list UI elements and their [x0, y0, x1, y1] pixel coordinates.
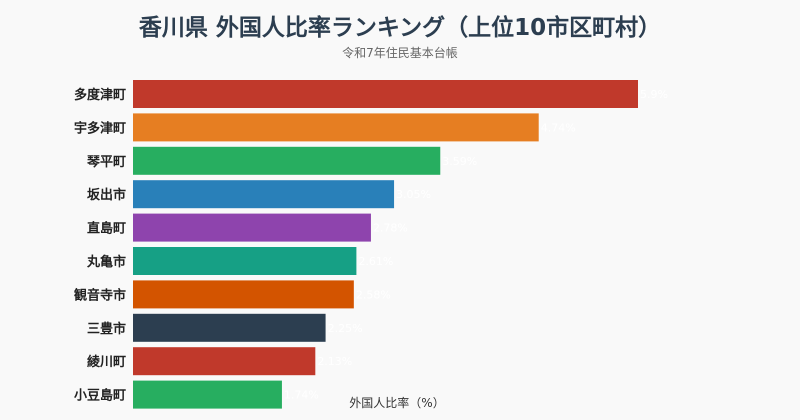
- bar-5: [133, 213, 371, 242]
- bar-8: [133, 313, 326, 342]
- bar-6: [133, 247, 357, 275]
- value-label: 1.74%: [284, 389, 319, 402]
- bar-7: [133, 280, 354, 309]
- bar-9: [133, 347, 316, 376]
- value-label: 2.61%: [358, 255, 393, 268]
- bar-1: [133, 80, 638, 108]
- value-label: 4.74%: [541, 121, 576, 134]
- value-label: 3.05%: [396, 188, 431, 201]
- category-label: 琴平町: [87, 154, 126, 170]
- bars-group: 多度津町 5.9% 宇多津町 4.74% 琴平町 3.59% 坂出市 3.05% 直島町 2.78…: [73, 80, 668, 409]
- bar-4: [133, 180, 395, 209]
- bar-2: [133, 113, 539, 142]
- value-label: 2.58%: [356, 288, 391, 301]
- bar-3: [133, 146, 441, 175]
- chart-title: 香川県 外国人比率ランキング（上位10市区町村）: [138, 15, 662, 41]
- category-label: 三豊市: [87, 321, 126, 337]
- chart-subtitle: 令和7年住民基本台帳: [342, 46, 458, 60]
- value-label: 2.25%: [328, 322, 363, 335]
- category-label: 宇多津町: [74, 120, 126, 136]
- x-axis-title: 外国人比率（%）: [349, 395, 444, 410]
- category-label: 直島町: [87, 221, 126, 237]
- category-label: 坂出市: [87, 187, 126, 203]
- value-label: 3.59%: [442, 155, 477, 168]
- value-label: 2.13%: [317, 355, 352, 368]
- category-label: 丸亀市: [86, 254, 126, 270]
- category-label: 綾川町: [87, 354, 126, 370]
- category-label: 多度津町: [74, 87, 126, 103]
- category-label: 小豆島町: [74, 388, 126, 404]
- value-label: 5.9%: [640, 88, 668, 101]
- bar-10: [133, 380, 282, 409]
- value-label: 2.78%: [373, 222, 408, 235]
- category-label: 観音寺市: [73, 287, 126, 303]
